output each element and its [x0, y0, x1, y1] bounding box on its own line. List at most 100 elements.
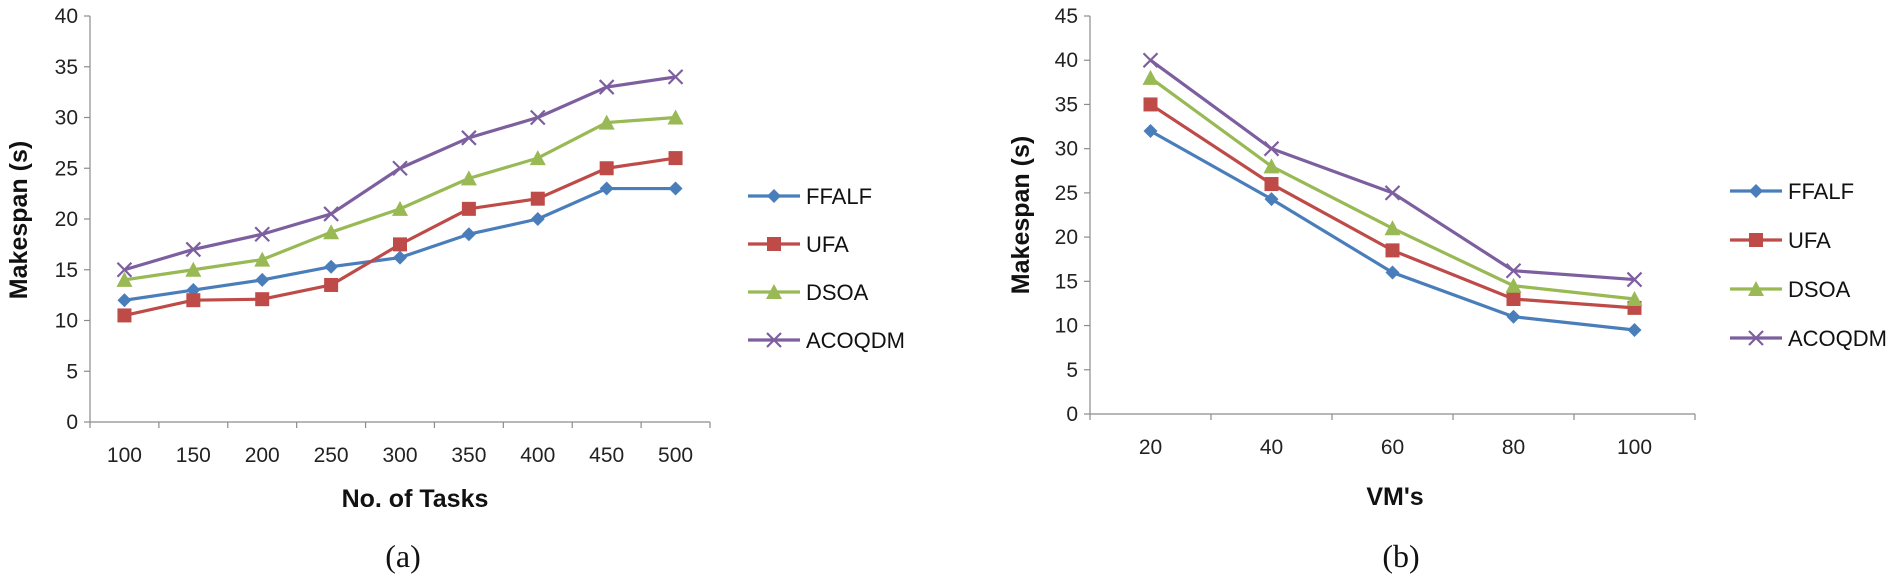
- chart-a-legend-item-acoqdm: ACOQDM: [748, 328, 905, 353]
- chart-a-y-tick-label: 25: [55, 157, 78, 180]
- chart-b-point-ufa: [1264, 177, 1279, 192]
- chart-b-x-tick-label: 40: [1260, 436, 1283, 459]
- chart-b-x-tick-label: 100: [1617, 436, 1652, 459]
- chart-a-point-ufa: [599, 161, 614, 176]
- chart-b-legend-label-dsoa: DSOA: [1788, 277, 1851, 302]
- chart-b-legend-label-acoqdm: ACOQDM: [1788, 326, 1887, 351]
- chart-b-x-axis-title: VM's: [1366, 483, 1423, 511]
- chart-a-point-dsoa: [598, 114, 615, 130]
- chart-a-y-tick-label: 0: [66, 411, 78, 434]
- chart-b-y-tick-label: 10: [1055, 315, 1078, 338]
- chart-a-point-ufa: [255, 292, 270, 307]
- chart-a-point-ffalf: [461, 227, 476, 242]
- chart-b-point-ufa: [1143, 97, 1158, 112]
- chart-a-y-tick-label: 10: [55, 310, 78, 333]
- chart-b-legend-marker-ufa: [1749, 233, 1763, 247]
- chart-b-legend-label-ufa: UFA: [1788, 228, 1831, 253]
- chart-b: 0 5 10 15 20 25 30 35 40 45 20 40 60 80 100 VM's Makes…: [1007, 5, 1887, 574]
- chart-a-point-ffalf: [668, 181, 683, 196]
- chart-b-y-tick-label: 20: [1055, 226, 1078, 249]
- chart-b-x-tick-label: 80: [1502, 436, 1525, 459]
- chart-b-legend-label-ffalf: FFALF: [1788, 179, 1854, 204]
- chart-a-legend-marker-ufa: [767, 237, 781, 251]
- chart-a-legend-marker-dsoa: [766, 284, 782, 299]
- chart-a-point-dsoa: [323, 224, 340, 240]
- chart-b-legend-marker-dsoa: [1748, 281, 1764, 296]
- chart-a-point-ffalf: [255, 272, 270, 287]
- chart-a-point-acoqdm: [116, 261, 133, 278]
- chart-a-legend-label-ffalf: FFALF: [806, 184, 872, 209]
- chart-a-point-acoqdm: [323, 206, 339, 222]
- chart-b-y-tick-label: 15: [1055, 270, 1078, 293]
- chart-a-series-line-ufa: [124, 156, 676, 317]
- chart-a-x-tick-label: 500: [658, 444, 693, 467]
- chart-a-x-tick-label: 400: [520, 444, 555, 467]
- chart-a-point-ufa: [393, 237, 407, 252]
- chart-a-x-tick-label: 150: [176, 444, 211, 467]
- chart-a-point-acoqdm: [667, 69, 684, 85]
- chart-b-x-tick-label: 60: [1381, 436, 1404, 459]
- chart-a-legend-item-ffalf: FFALF: [748, 184, 872, 209]
- chart-b-point-ufa: [1385, 243, 1400, 258]
- chart-a-legend-marker-ffalf: [767, 189, 781, 203]
- chart-a-y-tick-label: 15: [55, 259, 78, 282]
- chart-a: 0 5 10 15 20 25 30 35 40 100 150 200 250 300 350 400 450…: [5, 5, 905, 574]
- chart-a-x-tick-label: 350: [451, 444, 486, 467]
- chart-a-x-tick-label: 100: [107, 444, 142, 467]
- chart-a-y-tick-label: 20: [55, 208, 78, 231]
- chart-b-point-ffalf: [1143, 123, 1158, 138]
- chart-b-point-dsoa: [1505, 277, 1522, 293]
- chart-a-legend-label-dsoa: DSOA: [806, 280, 869, 305]
- chart-a-point-dsoa: [460, 170, 477, 186]
- chart-a-legend-label-acoqdm: ACOQDM: [806, 328, 905, 353]
- chart-b-point-acoqdm: [1384, 185, 1401, 201]
- chart-b-point-acoqdm: [1505, 262, 1522, 279]
- chart-a-point-ufa: [668, 151, 683, 166]
- chart-a-point-ufa: [117, 308, 132, 323]
- chart-a-x-tick-label: 200: [245, 444, 280, 467]
- chart-a-x-tick-label: 450: [589, 444, 624, 467]
- chart-a-point-ffalf: [530, 212, 545, 226]
- chart-a-point-ffalf: [599, 181, 614, 196]
- chart-b-point-dsoa: [1142, 69, 1159, 85]
- chart-b-legend-marker-ffalf: [1749, 184, 1763, 198]
- chart-a-point-ufa: [186, 293, 201, 308]
- chart-a-point-dsoa: [392, 200, 408, 216]
- chart-b-plot-area: 0 5 10 15 20 25 30 35 40 45 20 40 60 80 100: [1055, 5, 1696, 459]
- chart-a-point-acoqdm: [185, 241, 202, 258]
- chart-b-point-ffalf: [1385, 265, 1400, 280]
- chart-a-y-tick-label: 35: [55, 56, 78, 79]
- chart-a-point-ufa: [530, 191, 545, 206]
- chart-b-y-tick-label: 30: [1055, 138, 1078, 161]
- chart-a-point-dsoa: [254, 251, 271, 267]
- chart-a-point-ufa: [461, 201, 476, 216]
- chart-a-point-acoqdm: [392, 160, 408, 177]
- chart-b-point-ffalf: [1627, 322, 1642, 337]
- chart-a-point-acoqdm: [530, 109, 546, 126]
- chart-a-point-acoqdm: [461, 130, 477, 146]
- chart-a-point-dsoa: [185, 261, 202, 277]
- chart-a-point-ffalf: [117, 293, 132, 308]
- chart-b-legend: FFALF UFA DSOA ACOQDM: [1730, 179, 1887, 351]
- chart-b-point-ffalf: [1506, 309, 1521, 324]
- chart-b-caption: (b): [1382, 538, 1419, 574]
- chart-b-point-dsoa: [1384, 220, 1401, 236]
- chart-a-legend-item-ufa: UFA: [748, 232, 849, 257]
- chart-b-legend-marker-acoqdm: [1748, 330, 1764, 346]
- chart-a-x-tick-label: 250: [314, 444, 349, 467]
- chart-a-y-tick-label: 30: [55, 107, 78, 130]
- chart-b-y-axis-title: Makespan (s): [1007, 136, 1035, 294]
- chart-b-y-tick-label: 5: [1066, 359, 1078, 382]
- chart-a-point-ffalf: [393, 250, 407, 265]
- chart-b-y-tick-label: 35: [1055, 93, 1078, 116]
- chart-b-point-acoqdm: [1263, 140, 1280, 157]
- chart-a-legend-label-ufa: UFA: [806, 232, 849, 257]
- chart-a-point-dsoa: [667, 109, 684, 125]
- chart-a-legend-item-dsoa: DSOA: [748, 280, 869, 305]
- chart-a-legend: FFALF UFA DSOA ACOQDM: [748, 184, 905, 353]
- chart-a-point-ffalf: [324, 259, 339, 274]
- chart-b-x-tick-label: 20: [1139, 436, 1162, 459]
- chart-a-x-tick-label: 300: [382, 444, 417, 467]
- chart-b-point-ufa: [1506, 292, 1521, 307]
